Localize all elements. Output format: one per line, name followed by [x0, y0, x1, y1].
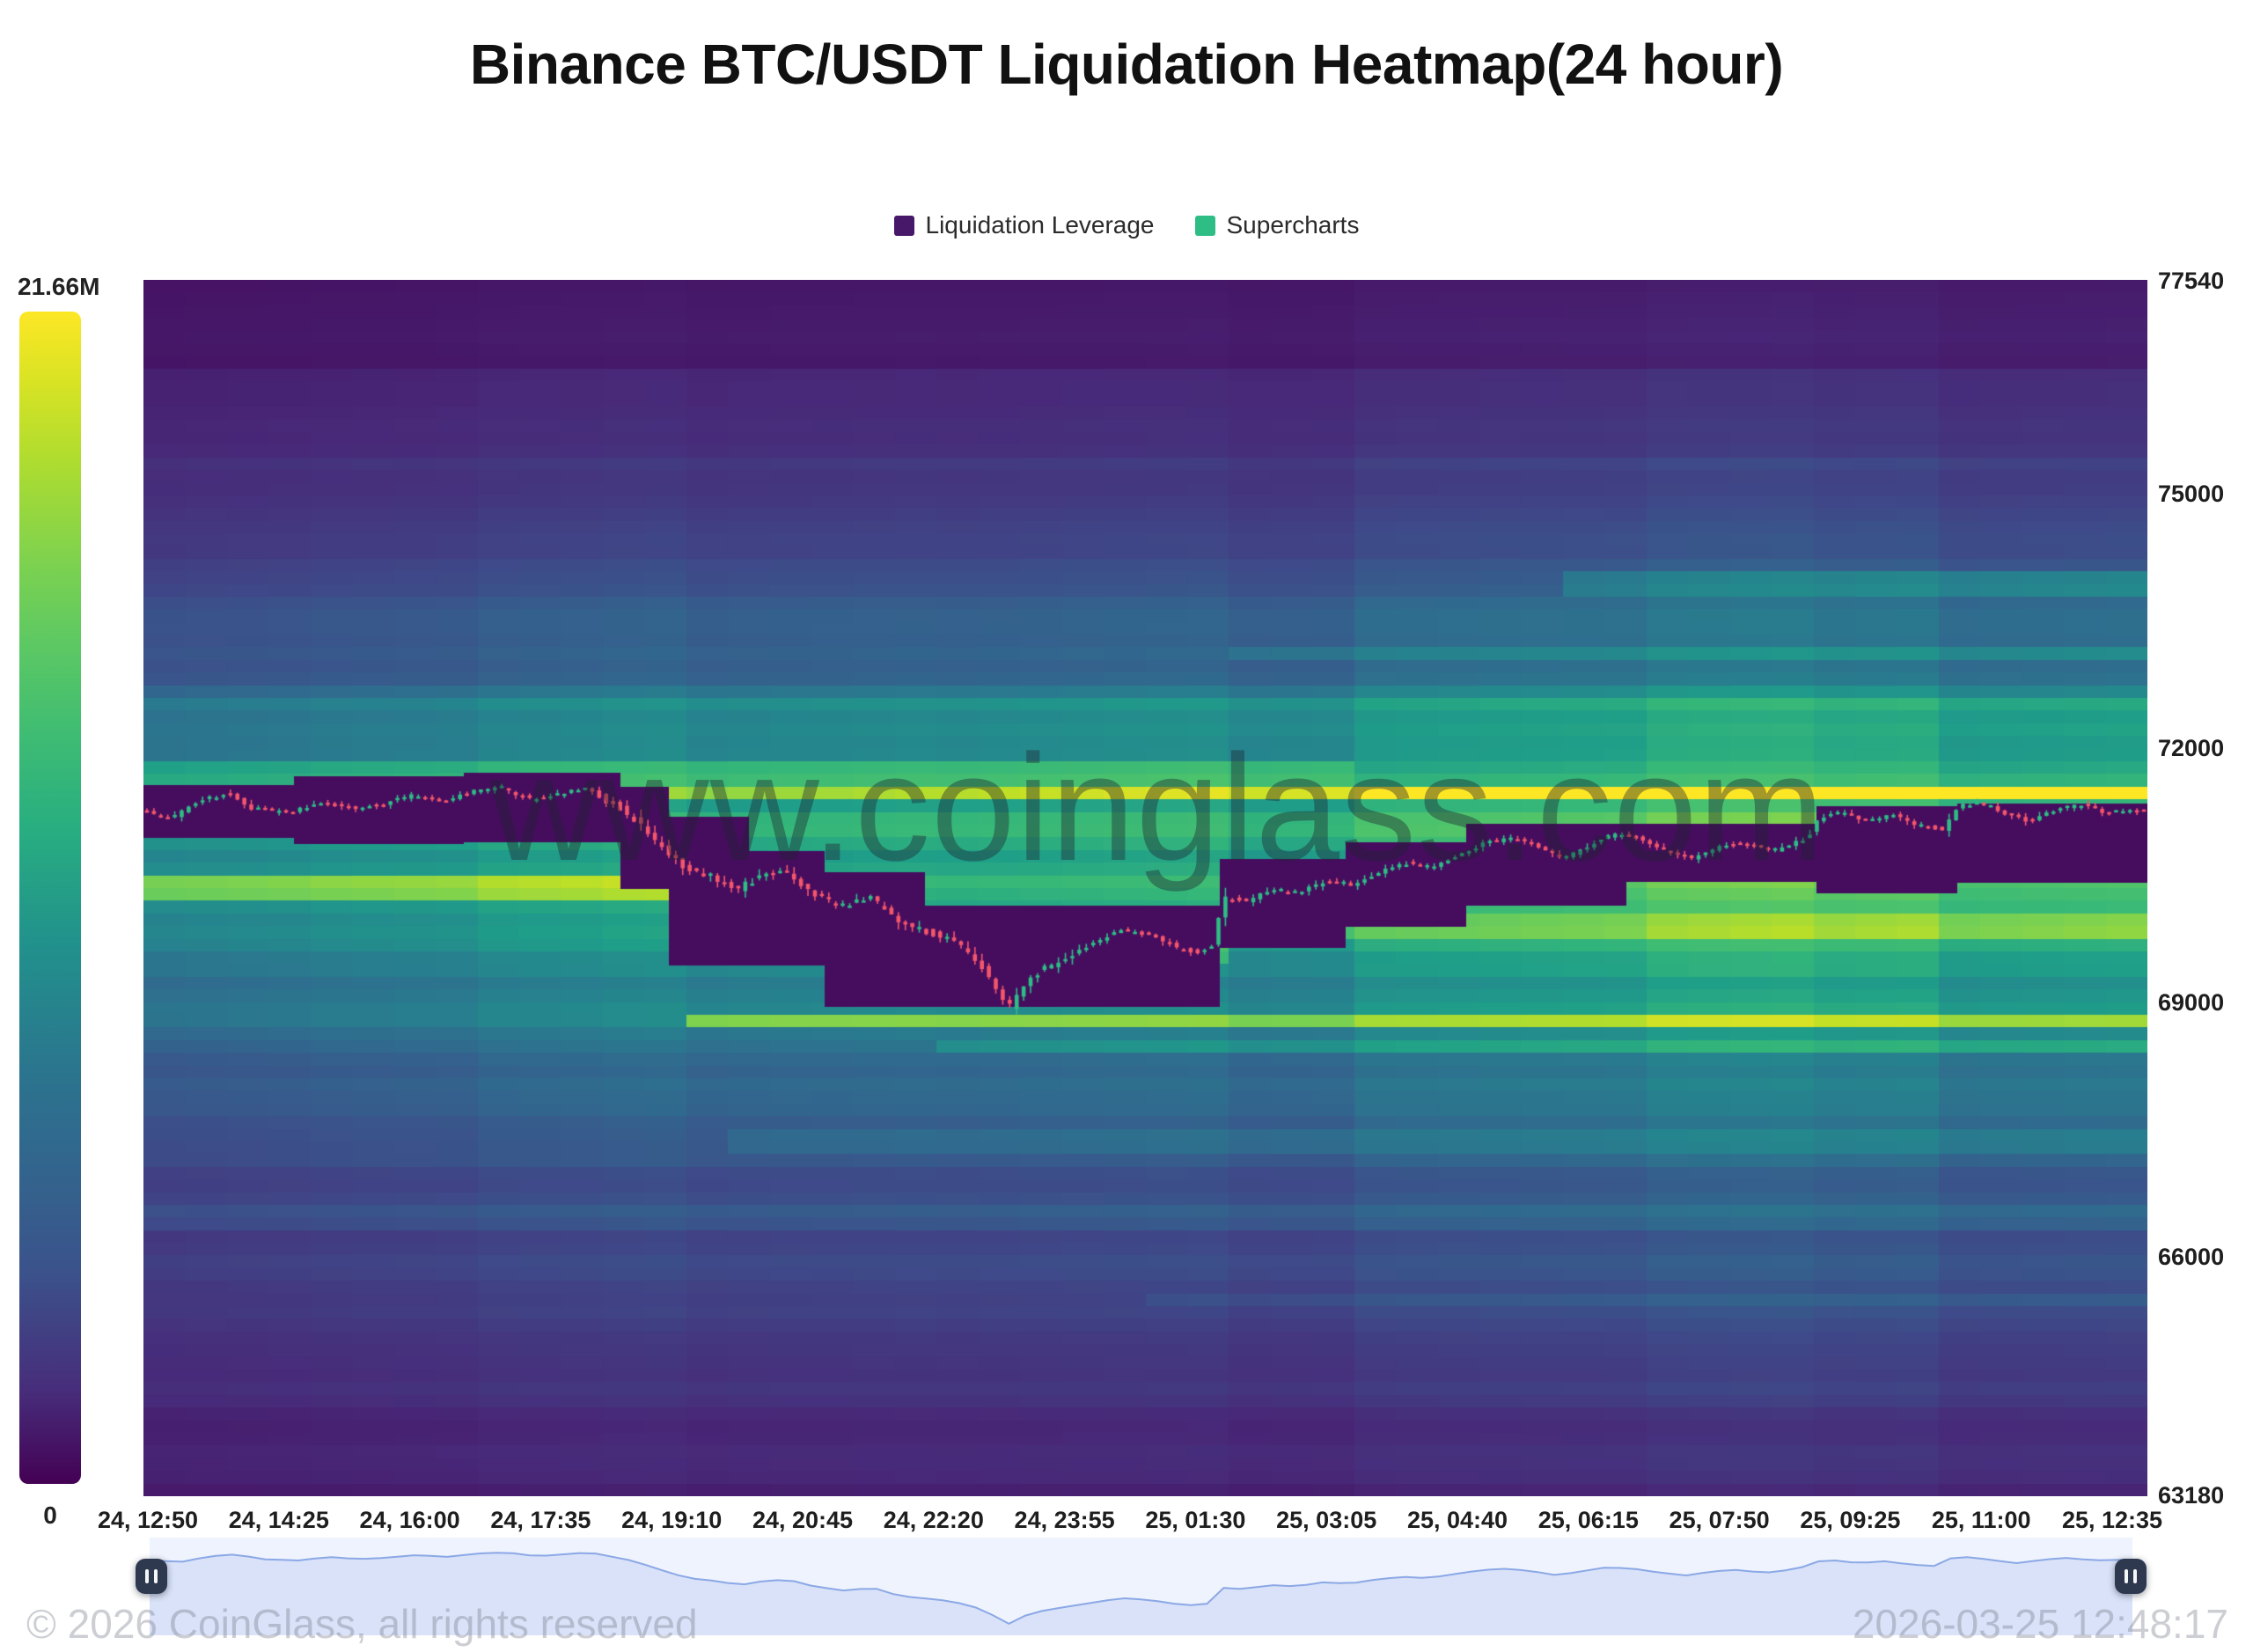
time-axis-tick: 25, 03:05 — [1276, 1507, 1377, 1533]
time-axis-tick: 24, 17:35 — [490, 1507, 591, 1533]
price-axis-tick: 77540 — [2158, 268, 2225, 294]
pause-bar — [2125, 1569, 2128, 1583]
time-axis-tick: 24, 20:45 — [752, 1507, 854, 1533]
time-axis-tick: 24, 19:10 — [621, 1507, 723, 1533]
legend-swatch-purple — [893, 215, 914, 236]
navigator-right-handle-pause-icon[interactable] — [2115, 1559, 2147, 1594]
time-axis-tick: 25, 11:00 — [1931, 1507, 2031, 1533]
legend-item-supercharts[interactable]: Supercharts — [1194, 211, 1360, 239]
price-axis-tick: 75000 — [2158, 481, 2225, 508]
time-axis-tick: 24, 16:00 — [359, 1507, 460, 1533]
time-axis-tick: 25, 12:35 — [2061, 1507, 2163, 1533]
navigator-minichart — [150, 1552, 2132, 1635]
price-axis-tick: 66000 — [2158, 1243, 2225, 1270]
legend-label: Liquidation Leverage — [925, 211, 1155, 239]
time-axis-tick: 25, 07:50 — [1669, 1507, 1770, 1533]
navigator[interactable] — [136, 1538, 2147, 1635]
pause-bar — [2133, 1569, 2137, 1583]
time-axis-tick: 25, 09:25 — [1800, 1507, 1901, 1533]
legend: Liquidation Leverage Supercharts — [0, 211, 2253, 239]
legend-item-liquidation-leverage[interactable]: Liquidation Leverage — [893, 211, 1155, 239]
time-axis-tick: 24, 14:25 — [228, 1507, 329, 1533]
legend-label: Supercharts — [1226, 211, 1360, 239]
time-axis-tick: 25, 04:40 — [1406, 1507, 1508, 1533]
time-axis-tick: 25, 01:30 — [1145, 1507, 1246, 1533]
pause-bar — [145, 1569, 149, 1583]
price-axis-tick: 72000 — [2158, 735, 2225, 762]
page-title: Binance BTC/USDT Liquidation Heatmap(24 … — [469, 33, 1784, 96]
colorbar — [19, 312, 81, 1484]
liquidation-heatmap-canvas[interactable] — [143, 280, 2147, 1496]
price-axis-tick: 63180 — [2158, 1482, 2225, 1509]
time-axis-tick: 25, 06:15 — [1537, 1507, 1639, 1533]
colorbar-max-label: 21.66M — [18, 273, 100, 300]
navigator-left-handle-pause-icon[interactable] — [136, 1559, 167, 1594]
time-axis-tick: 24, 23:55 — [1014, 1507, 1115, 1533]
legend-swatch-green — [1194, 215, 1215, 236]
time-axis-tick: 24, 22:20 — [883, 1507, 984, 1533]
colorbar-min-label: 0 — [43, 1501, 57, 1529]
pause-bar — [154, 1569, 158, 1583]
time-axis-tick: 24, 12:50 — [97, 1507, 199, 1533]
price-axis-tick: 69000 — [2158, 988, 2225, 1016]
